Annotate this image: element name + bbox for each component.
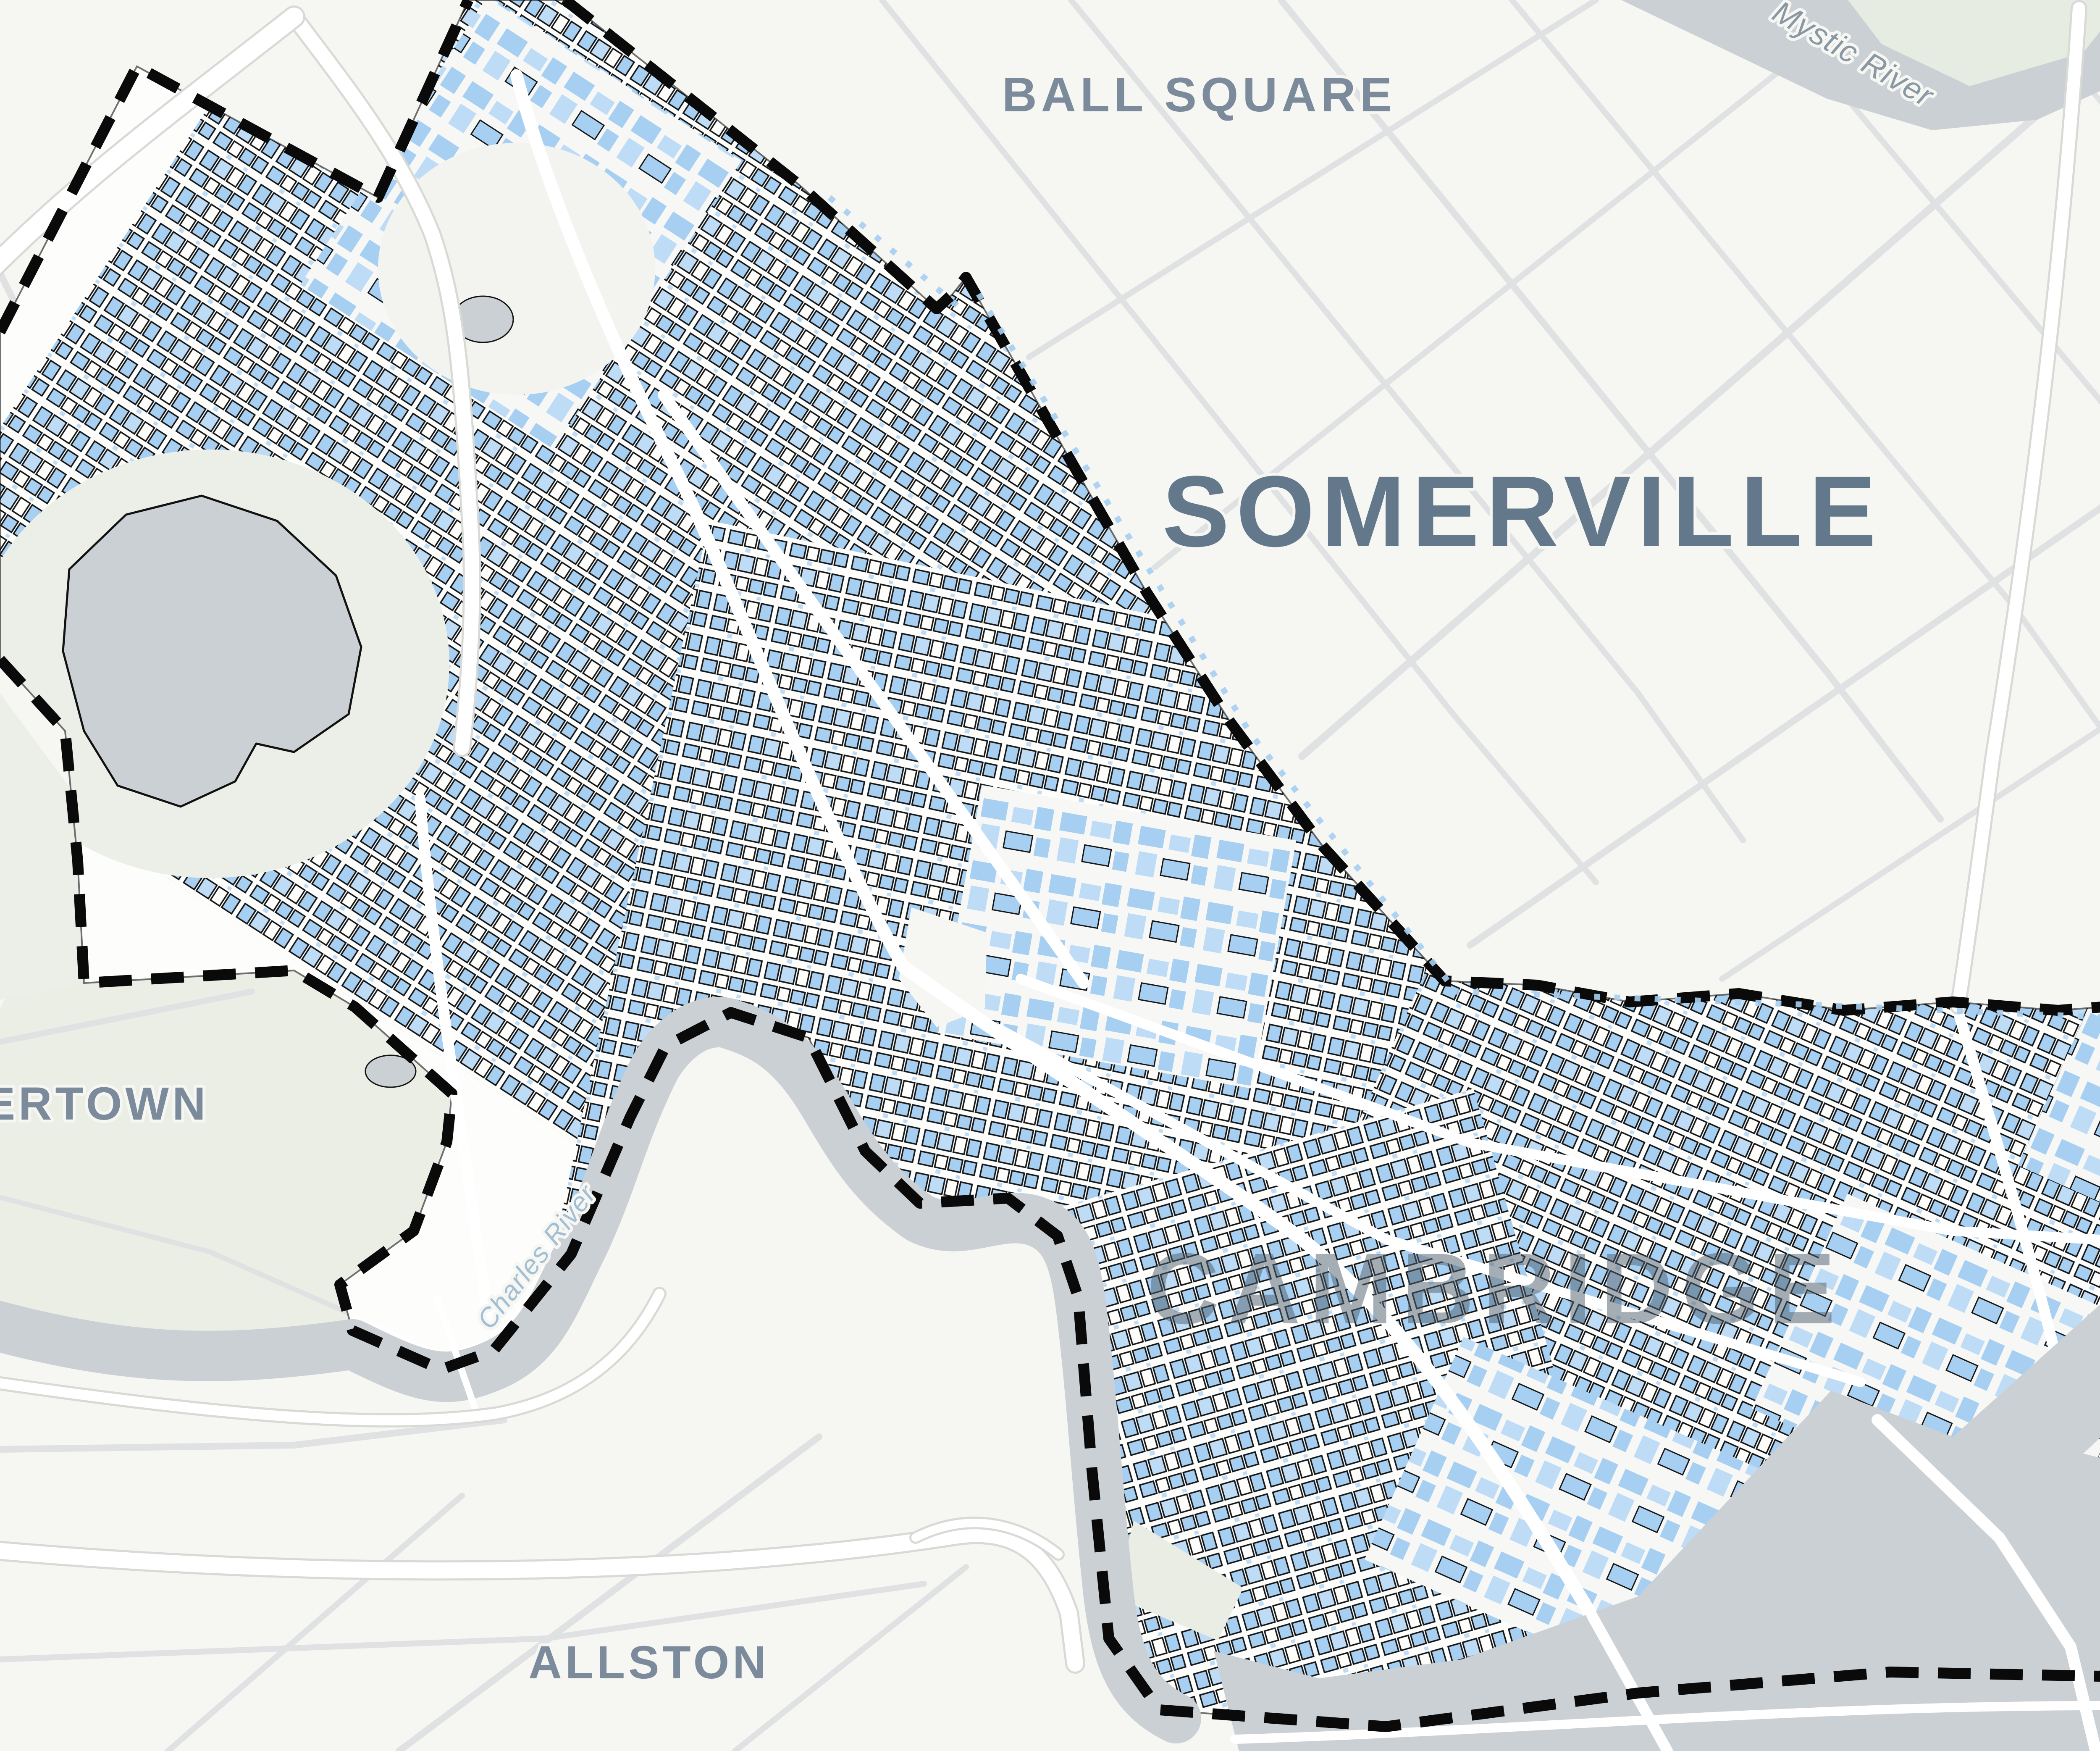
label-watertown: WATERTOWN: [0, 1078, 209, 1130]
label-cambridge: CAMBRIDGE: [1147, 1232, 1844, 1345]
highways: [0, 0, 2087, 1674]
boundary-edge-parcels: [827, 195, 2100, 1020]
label-allston: ALLSTON: [528, 1637, 769, 1688]
label-ball-square: BALL SQUARE: [1002, 68, 1396, 122]
label-somerville: SOMERVILLE: [1162, 455, 1883, 568]
bridges: [433, 1295, 2100, 1751]
